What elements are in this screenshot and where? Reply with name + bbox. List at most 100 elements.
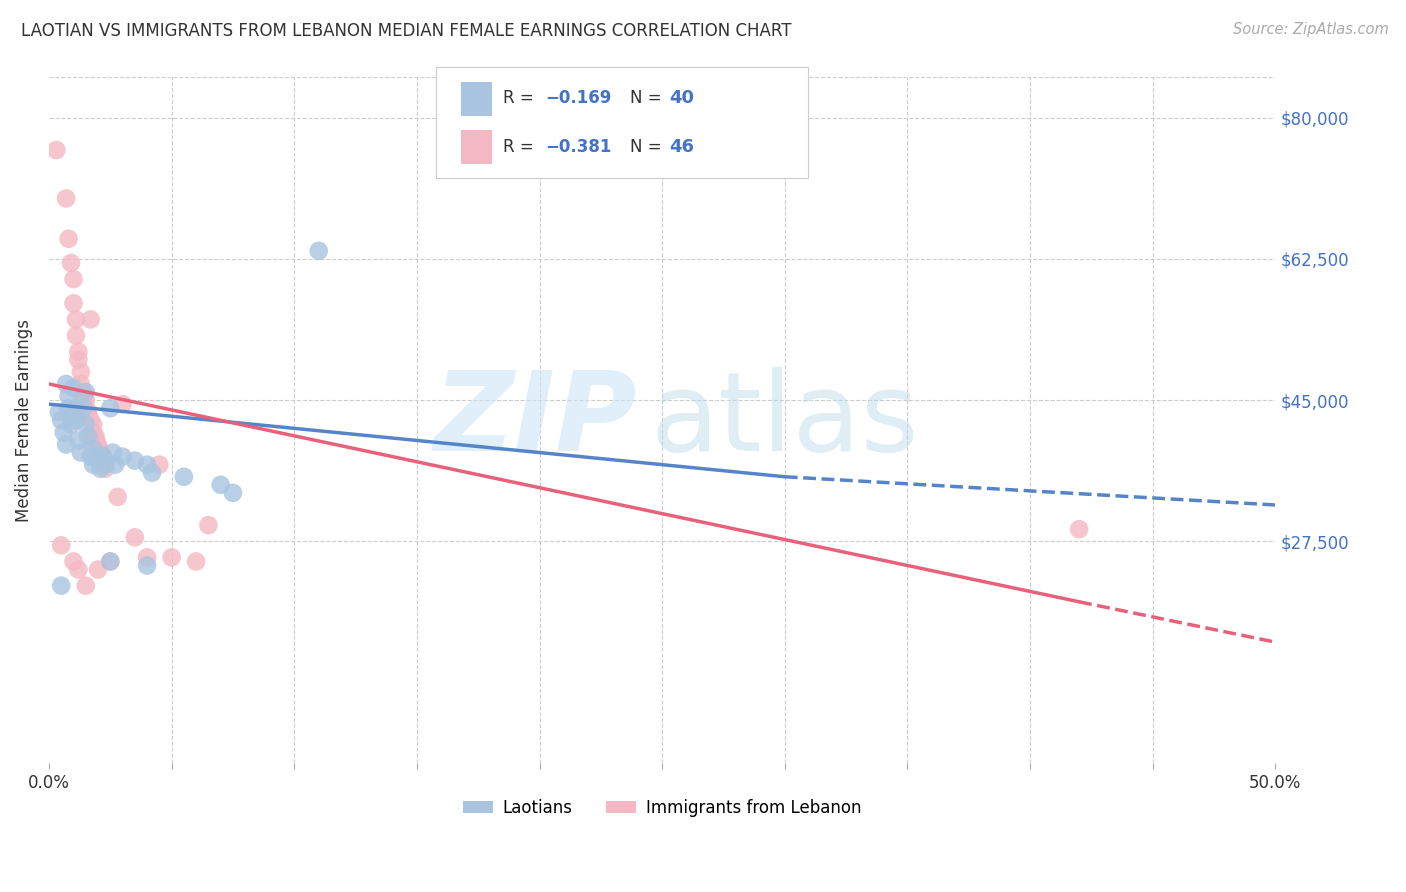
Text: N =: N = — [630, 89, 666, 107]
Point — [70, 365, 93, 379]
Point — [79, 413, 101, 427]
Point — [173, 469, 195, 483]
Point — [51, 413, 73, 427]
Point — [79, 450, 101, 464]
Point — [107, 490, 129, 504]
Point — [75, 385, 97, 400]
Point — [82, 442, 104, 456]
Text: N =: N = — [630, 137, 666, 155]
Point — [1069, 522, 1091, 536]
Point — [184, 554, 207, 568]
Point — [141, 466, 163, 480]
Point — [136, 558, 159, 573]
Text: 40: 40 — [669, 89, 695, 107]
Point — [77, 409, 100, 424]
Point — [104, 458, 127, 472]
Point — [75, 401, 97, 416]
Point — [62, 554, 84, 568]
Point — [70, 445, 93, 459]
Point — [55, 376, 77, 391]
Point — [160, 550, 183, 565]
Point — [58, 389, 80, 403]
Point — [65, 312, 87, 326]
Point — [72, 389, 94, 403]
Point — [87, 562, 110, 576]
Point — [98, 401, 121, 416]
Point — [65, 401, 87, 416]
Point — [94, 461, 117, 475]
Point — [84, 434, 107, 448]
Point — [58, 401, 80, 416]
Point — [72, 401, 94, 416]
Point — [67, 344, 90, 359]
Point — [65, 328, 87, 343]
Point — [55, 437, 77, 451]
Point — [65, 413, 87, 427]
Point — [67, 434, 90, 448]
Point — [82, 425, 104, 440]
Point — [60, 256, 83, 270]
Point — [136, 458, 159, 472]
Text: ZIP: ZIP — [434, 367, 638, 474]
Point — [67, 352, 90, 367]
Point — [75, 417, 97, 432]
Point — [197, 518, 219, 533]
Text: Source: ZipAtlas.com: Source: ZipAtlas.com — [1233, 22, 1389, 37]
Point — [87, 442, 110, 456]
Point — [62, 296, 84, 310]
Point — [87, 453, 110, 467]
Point — [62, 272, 84, 286]
Point — [51, 579, 73, 593]
Text: 46: 46 — [669, 137, 695, 155]
Point — [124, 530, 146, 544]
Point — [82, 458, 104, 472]
Point — [60, 417, 83, 432]
Text: −0.169: −0.169 — [546, 89, 612, 107]
Point — [308, 244, 330, 258]
Point — [124, 453, 146, 467]
Point — [91, 450, 114, 464]
Point — [79, 312, 101, 326]
Text: atlas: atlas — [650, 367, 918, 474]
Point — [52, 425, 75, 440]
Point — [51, 538, 73, 552]
Point — [67, 562, 90, 576]
Point — [45, 143, 67, 157]
Point — [84, 429, 107, 443]
Point — [91, 458, 114, 472]
Point — [58, 232, 80, 246]
Point — [111, 450, 134, 464]
Point — [91, 450, 114, 464]
Point — [101, 445, 124, 459]
Point — [77, 405, 100, 419]
Point — [87, 437, 110, 451]
Legend: Laotians, Immigrants from Lebanon: Laotians, Immigrants from Lebanon — [456, 792, 869, 823]
Text: −0.381: −0.381 — [546, 137, 612, 155]
Point — [148, 458, 170, 472]
Point — [82, 417, 104, 432]
Point — [89, 445, 111, 459]
Point — [72, 385, 94, 400]
Point — [98, 554, 121, 568]
Point — [77, 429, 100, 443]
Point — [84, 450, 107, 464]
Point — [222, 486, 245, 500]
Point — [70, 376, 93, 391]
Point — [89, 461, 111, 475]
Point — [136, 550, 159, 565]
Y-axis label: Median Female Earnings: Median Female Earnings — [15, 318, 32, 522]
Text: LAOTIAN VS IMMIGRANTS FROM LEBANON MEDIAN FEMALE EARNINGS CORRELATION CHART: LAOTIAN VS IMMIGRANTS FROM LEBANON MEDIA… — [21, 22, 792, 40]
Point — [55, 191, 77, 205]
Point — [75, 393, 97, 408]
Point — [62, 381, 84, 395]
Text: R =: R = — [503, 137, 540, 155]
Point — [62, 409, 84, 424]
Point — [98, 554, 121, 568]
Point — [75, 579, 97, 593]
Point — [94, 458, 117, 472]
Point — [60, 409, 83, 424]
Point — [111, 397, 134, 411]
Point — [48, 405, 70, 419]
Point — [209, 478, 232, 492]
Text: R =: R = — [503, 89, 540, 107]
